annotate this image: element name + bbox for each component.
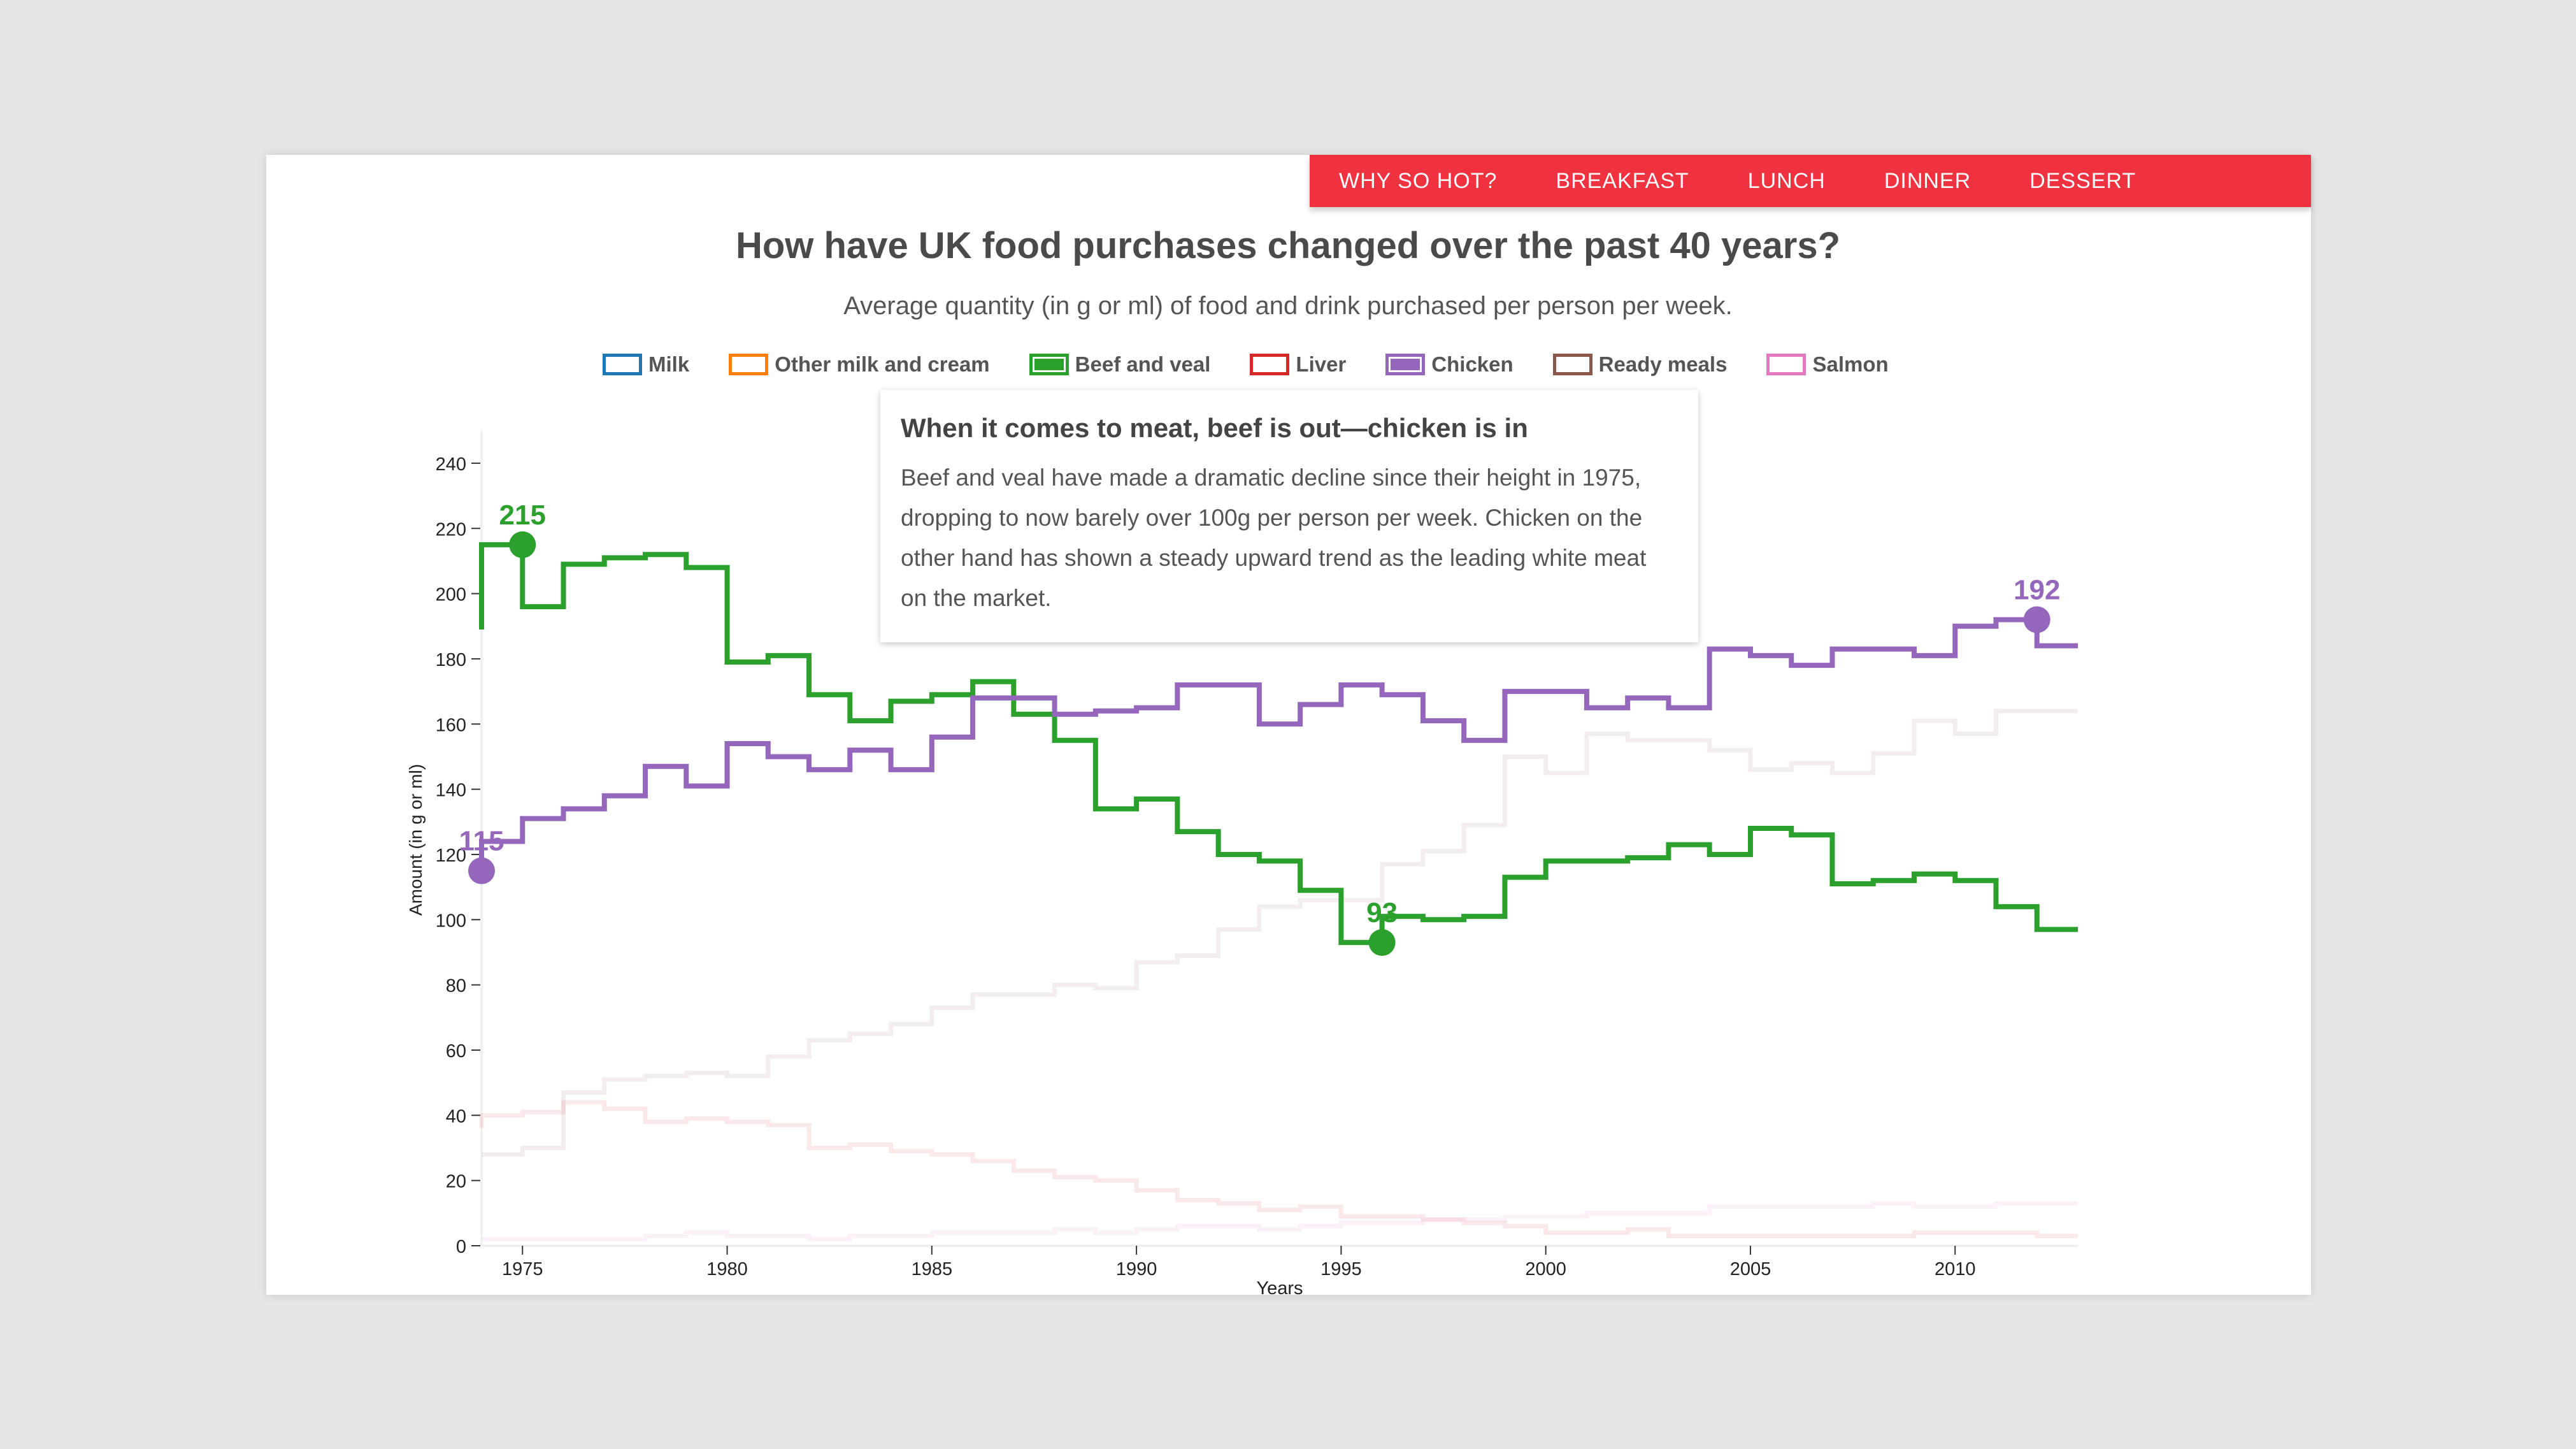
nav-breakfast[interactable]: BREAKFAST (1556, 168, 1689, 193)
series-line-ready-meals (482, 709, 2078, 1157)
legend-swatch (729, 354, 769, 375)
legend-label: Beef and veal (1075, 352, 1211, 376)
x-tick-label: 2005 (1730, 1259, 1771, 1280)
y-tick-label: 60 (446, 1041, 466, 1062)
y-tick-label: 240 (436, 454, 466, 475)
series-line-beef-and-veal (479, 542, 2078, 946)
nav-dinner[interactable]: DINNER (1884, 168, 1971, 193)
legend-swatch (603, 354, 642, 375)
series-line-salmon (482, 1200, 2078, 1242)
y-tick-label: 0 (456, 1237, 466, 1257)
tooltip-body: Beef and veal have made a dramatic decli… (901, 465, 1647, 611)
y-tick-label: 120 (436, 846, 466, 866)
x-tick-label: 1985 (912, 1259, 953, 1280)
legend-item[interactable]: Liver (1250, 352, 1346, 377)
y-tick-label: 40 (446, 1106, 466, 1127)
legend: Milk Other milk and cream Beef and veal Liv… (603, 352, 1889, 377)
x-tick-label: 1995 (1320, 1259, 1362, 1280)
legend-item[interactable]: Salmon (1766, 352, 1889, 377)
nav-dessert[interactable]: DESSERT (2029, 168, 2136, 193)
legend-label: Chicken (1431, 352, 1513, 376)
y-tick-label: 20 (446, 1172, 466, 1192)
legend-label: Other milk and cream (775, 352, 990, 376)
legend-label: Ready meals (1598, 352, 1728, 376)
y-tick-label: 100 (436, 911, 466, 931)
legend-item[interactable]: Ready meals (1552, 352, 1728, 377)
legend-label: Liver (1296, 352, 1347, 376)
x-tick-label: 1980 (706, 1259, 748, 1280)
tooltip-title: When it comes to meat, beef is out—chick… (901, 413, 1528, 443)
data-point-label: 115 (459, 826, 504, 857)
x-axis-title: Years (1256, 1278, 1303, 1299)
legend-item[interactable]: Beef and veal (1029, 352, 1211, 377)
data-point-marker (1368, 929, 1396, 956)
legend-swatch (1250, 354, 1290, 375)
y-tick-label: 160 (436, 715, 466, 735)
x-tick-label: 2000 (1525, 1259, 1566, 1280)
series-line-chicken (479, 617, 2078, 871)
chart-title: How have UK food purchases changed over … (735, 225, 1841, 266)
legend-item[interactable]: Chicken (1385, 352, 1513, 377)
legend-swatch (1552, 354, 1592, 375)
legend-swatch (1029, 354, 1069, 375)
legend-label: Salmon (1812, 352, 1889, 376)
data-point-marker (468, 857, 495, 884)
legend-item[interactable]: Other milk and cream (729, 352, 990, 377)
legend-swatch (1385, 354, 1426, 375)
legend-item[interactable]: Milk (603, 352, 689, 377)
chart-subtitle: Average quantity (in g or ml) of food an… (843, 292, 1733, 320)
data-point-label: 93 (1366, 897, 1398, 928)
data-point-label: 215 (499, 500, 546, 531)
data-point-marker (2023, 606, 2050, 633)
x-tick-label: 2010 (1935, 1259, 1976, 1280)
y-tick-label: 80 (446, 976, 466, 997)
x-tick-label: 1990 (1116, 1259, 1157, 1280)
series-line-liver (479, 1100, 2078, 1239)
legend-swatch (1766, 354, 1807, 375)
annotation-tooltip: When it comes to meat, beef is out—chick… (880, 390, 1698, 642)
x-tick-label: 1975 (502, 1259, 543, 1280)
y-tick-label: 200 (436, 585, 466, 605)
top-nav: WHY SO HOT? BREAKFAST LUNCH DINNER DESSE… (1310, 155, 2311, 207)
nav-why-so-hot[interactable]: WHY SO HOT? (1339, 168, 1498, 193)
legend-label: Milk (648, 352, 690, 376)
nav-lunch[interactable]: LUNCH (1747, 168, 1826, 193)
data-point-label: 192 (2014, 575, 2060, 606)
y-tick-label: 140 (436, 781, 466, 801)
y-tick-label: 180 (436, 650, 466, 670)
y-axis-title: Amount (in g or ml) (406, 764, 426, 916)
y-tick-label: 220 (436, 519, 466, 540)
data-point-marker (509, 531, 536, 558)
